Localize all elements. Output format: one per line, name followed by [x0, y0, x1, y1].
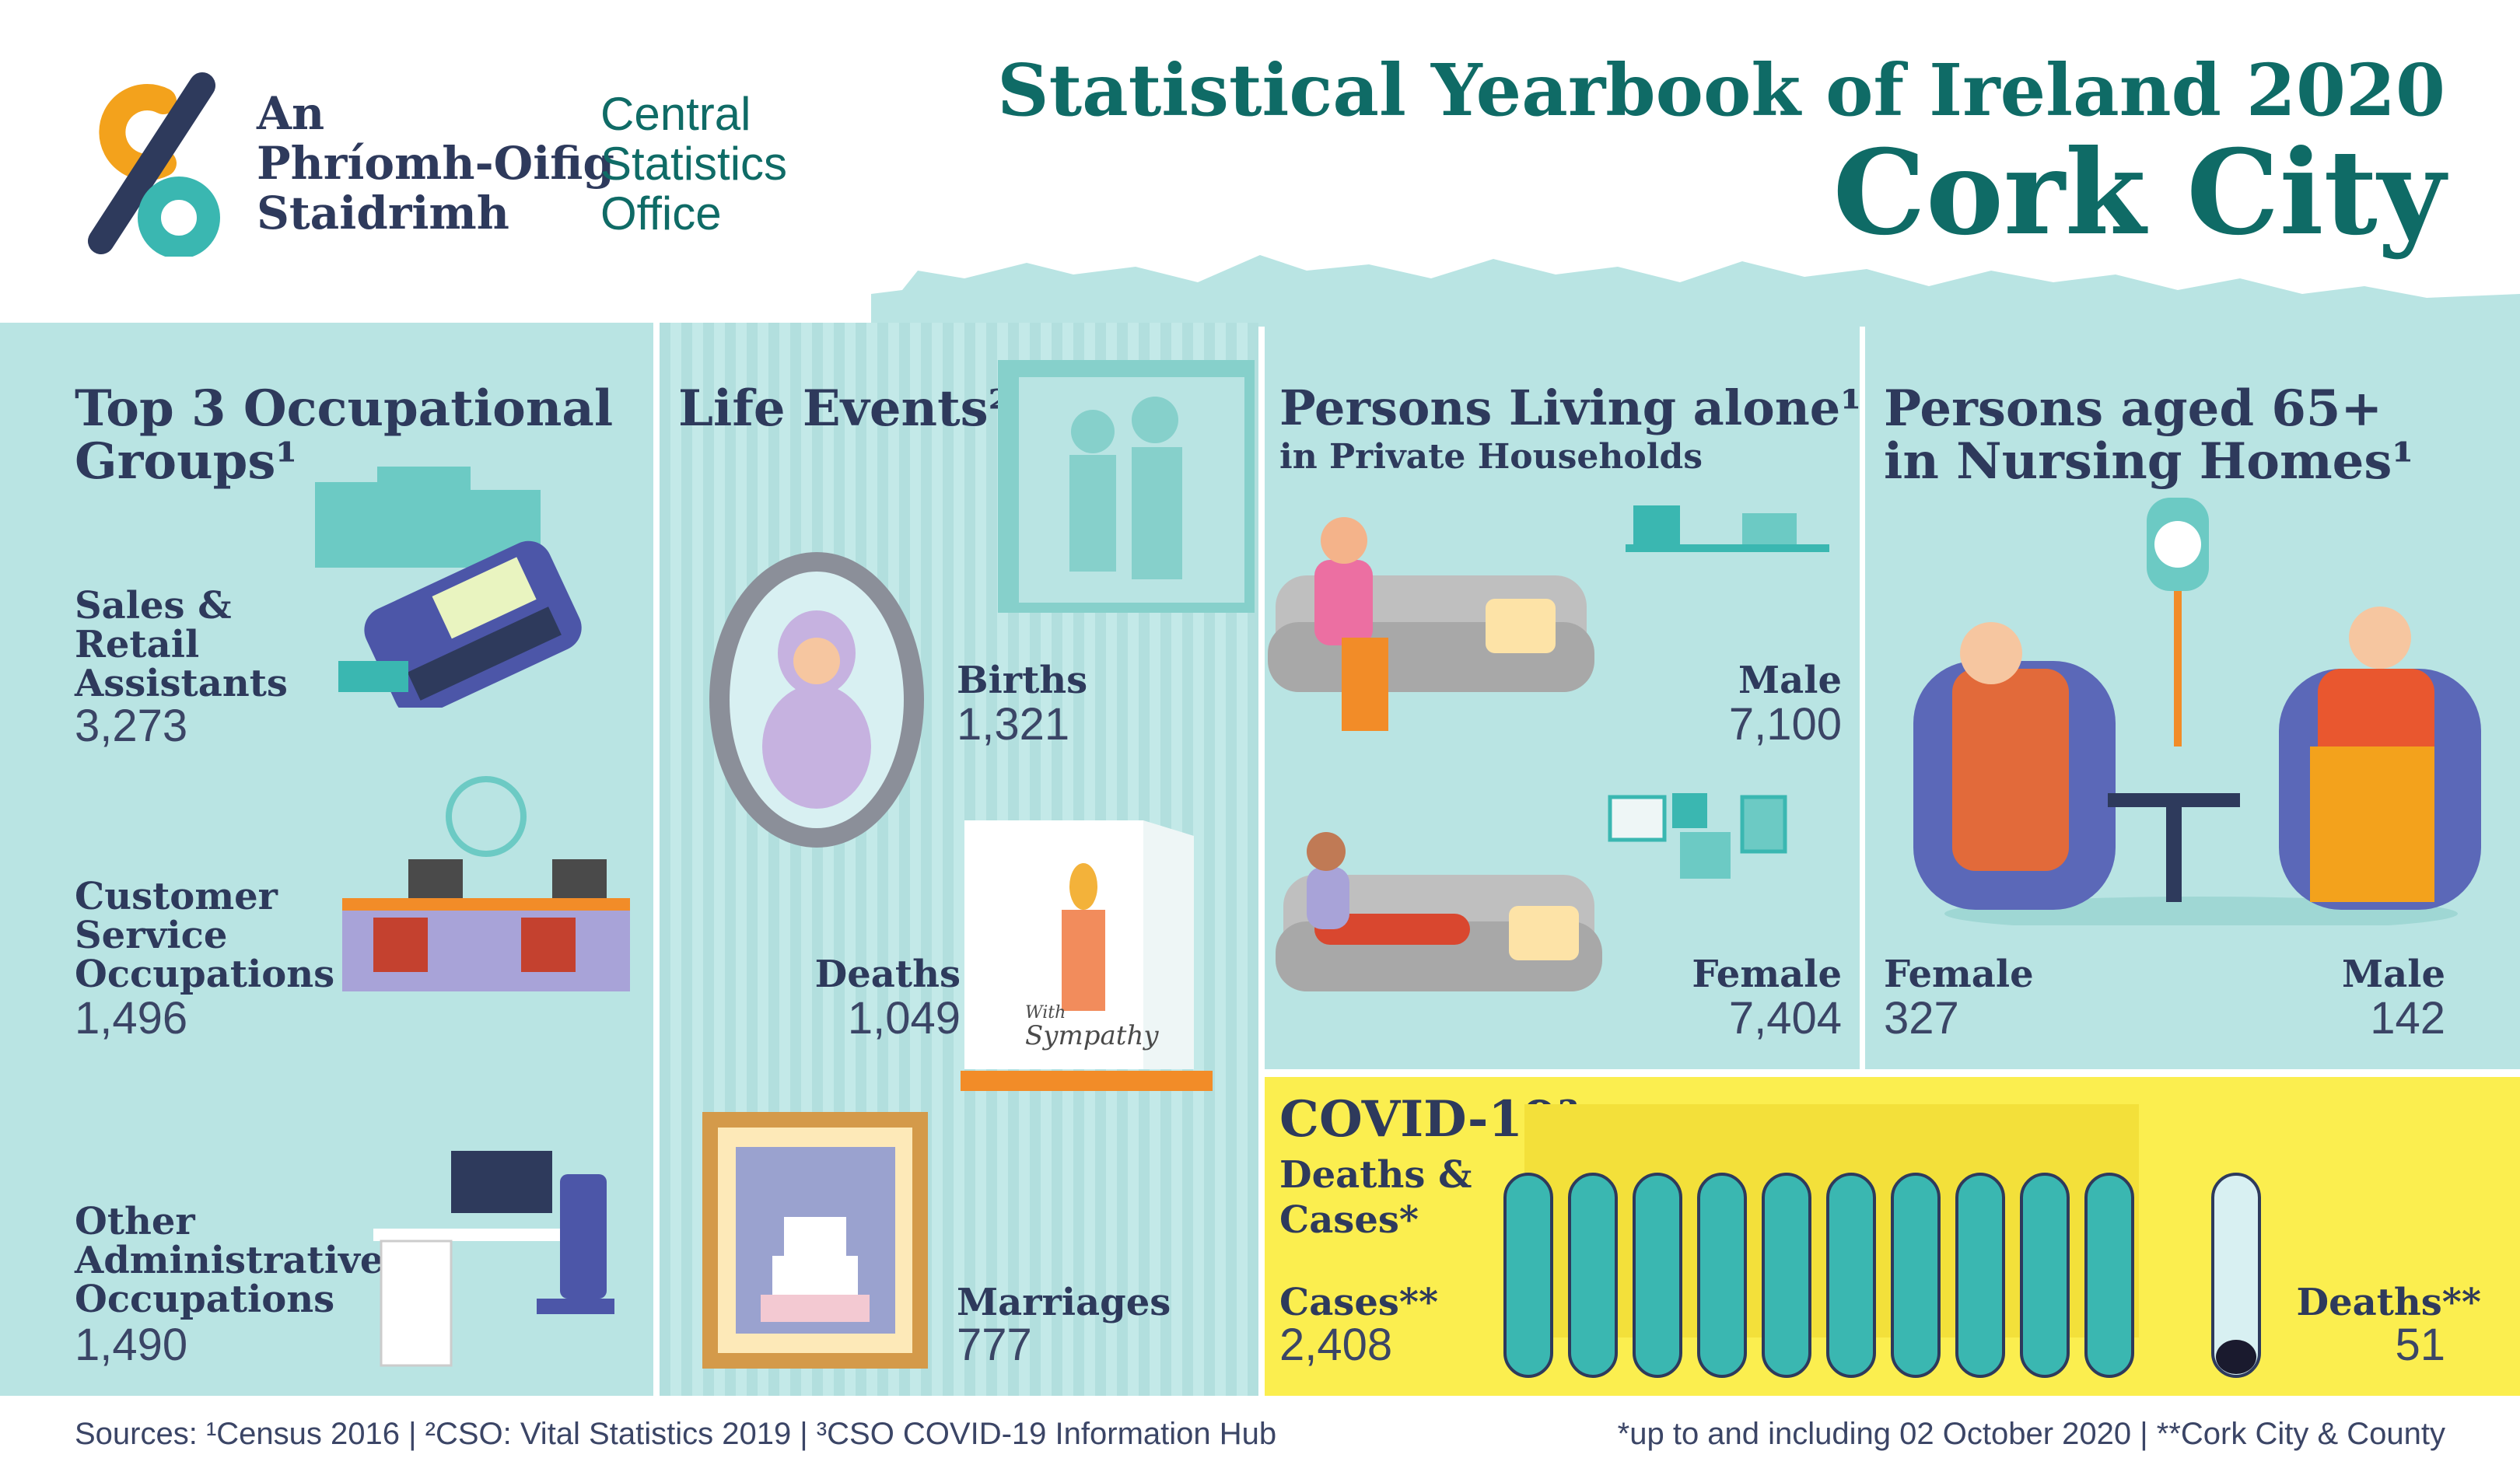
- occupation-3-label-line-1: Other: [75, 1200, 195, 1243]
- logo-irish-line-2: Phríomh-Oifig: [257, 137, 614, 190]
- occupation-3-value: 1,490: [75, 1320, 188, 1370]
- living-alone-female-value: 7,404: [1728, 993, 1842, 1044]
- logo-english-line-2: Statistics: [600, 138, 788, 190]
- marriages-label: Marriages: [957, 1281, 1171, 1324]
- woman-on-sofa-illustration: [1276, 793, 1787, 991]
- nursing-title-line-2: in Nursing Homes¹: [1884, 432, 2414, 491]
- occupation-2-label-line-3: Occupations: [75, 953, 335, 996]
- covid-cases-label: Cases**: [1279, 1281, 1439, 1324]
- covid-subtitle-line-1: Deaths &: [1279, 1153, 1472, 1197]
- deaths-value: 1,049: [847, 993, 961, 1044]
- occupations-title-line-2: Groups¹: [75, 432, 298, 491]
- header: An Phríomh-Oifig Staidrimh Central Stati…: [0, 0, 2520, 327]
- occupation-1-label-line-1: Sales &: [75, 584, 232, 628]
- yearbook-title: Statistical Yearbook of Ireland 2020: [997, 48, 2445, 132]
- skyline-illustration: [871, 255, 2520, 327]
- nursing-female-value: 327: [1884, 993, 1959, 1044]
- baby-portrait-illustration: [709, 552, 924, 848]
- marriages-value: 777: [957, 1320, 1032, 1370]
- living-alone-title: Persons Living alone¹: [1279, 379, 1862, 436]
- deaths-label: Deaths: [814, 953, 961, 996]
- logo-english-line-3: Office: [600, 187, 722, 240]
- test-tubes-illustration: [1503, 1104, 2261, 1378]
- covid-cases-value: 2,408: [1279, 1320, 1393, 1370]
- card-text-line-1: With: [1025, 1003, 1066, 1023]
- sympathy-card-illustration: [961, 820, 1213, 1091]
- logo-irish-line-3: Staidrimh: [257, 187, 509, 240]
- occupation-1-value: 3,273: [75, 701, 188, 751]
- living-alone-male-value: 7,100: [1728, 699, 1842, 750]
- occupation-2-label-line-1: Customer: [75, 875, 278, 918]
- logo-irish-line-1: An: [257, 87, 325, 140]
- occupation-1-label-line-3: Assistants: [75, 662, 288, 705]
- man-on-sofa-illustration: [1268, 505, 1829, 731]
- nursing-title-line-1: Persons aged 65+: [1884, 379, 2383, 438]
- cso-logo-icon: [88, 72, 220, 257]
- occupation-3-label-line-2: Administrative: [75, 1239, 384, 1282]
- occupation-1-label-line-2: Retail: [75, 623, 200, 666]
- living-alone-subtitle: in Private Households: [1279, 437, 1703, 477]
- covid-deaths-label: Deaths**: [2296, 1281, 2481, 1324]
- elderly-couple-illustration: [1913, 498, 2481, 925]
- occupation-2-label-line-2: Service: [75, 914, 228, 957]
- covid-deaths-value: 51: [2395, 1320, 2445, 1370]
- card-terminal-illustration: [315, 467, 582, 708]
- living-alone-male-label: Male: [1738, 659, 1842, 702]
- living-alone-female-label: Female: [1692, 953, 1842, 996]
- occupation-2-value: 1,496: [75, 993, 188, 1044]
- footer-note: *up to and including 02 October 2020 | *…: [1617, 1417, 2445, 1451]
- nursing-female-label: Female: [1884, 953, 2034, 996]
- covid-subtitle-line-2: Cases*: [1279, 1198, 1419, 1242]
- logo-english-line-1: Central: [600, 88, 751, 140]
- office-desk-illustration: [373, 1151, 614, 1367]
- occupations-title-line-1: Top 3 Occupational: [75, 379, 614, 438]
- births-label: Births: [957, 659, 1088, 702]
- births-value: 1,321: [957, 699, 1070, 750]
- city-title: Cork City: [1832, 124, 2445, 261]
- footer-sources: Sources: ¹Census 2016 | ²CSO: Vital Stat…: [75, 1417, 1277, 1451]
- nursing-male-label: Male: [2341, 953, 2445, 996]
- life-events-title: Life Events²: [678, 379, 1010, 438]
- wedding-cake-frame: [702, 1112, 928, 1369]
- occupation-3-label-line-3: Occupations: [75, 1278, 335, 1321]
- card-text-line-2: Sympathy: [1025, 1020, 1159, 1051]
- service-desk-illustration: [342, 776, 630, 991]
- nursing-male-value: 142: [2370, 993, 2445, 1044]
- family-photo-frame: [998, 360, 1255, 613]
